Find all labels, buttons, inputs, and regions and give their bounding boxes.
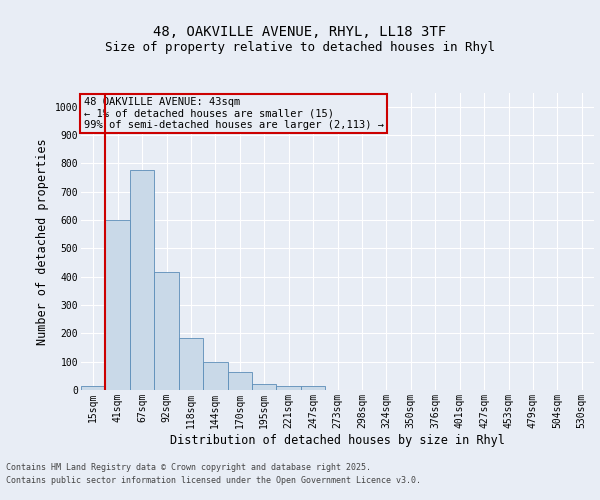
Bar xyxy=(277,386,301,390)
Bar xyxy=(227,372,252,390)
Bar xyxy=(130,170,154,390)
Y-axis label: Number of detached properties: Number of detached properties xyxy=(36,138,49,344)
Bar xyxy=(154,272,179,390)
X-axis label: Distribution of detached houses by size in Rhyl: Distribution of detached houses by size … xyxy=(170,434,505,446)
Bar xyxy=(203,362,227,390)
Bar xyxy=(81,386,106,390)
Bar xyxy=(179,338,203,390)
Text: Contains public sector information licensed under the Open Government Licence v3: Contains public sector information licen… xyxy=(6,476,421,485)
Text: Size of property relative to detached houses in Rhyl: Size of property relative to detached ho… xyxy=(105,41,495,54)
Bar xyxy=(106,220,130,390)
Bar xyxy=(252,384,277,390)
Bar xyxy=(301,386,325,390)
Text: 48, OAKVILLE AVENUE, RHYL, LL18 3TF: 48, OAKVILLE AVENUE, RHYL, LL18 3TF xyxy=(154,26,446,40)
Text: 48 OAKVILLE AVENUE: 43sqm
← 1% of detached houses are smaller (15)
99% of semi-d: 48 OAKVILLE AVENUE: 43sqm ← 1% of detach… xyxy=(83,97,383,130)
Text: Contains HM Land Registry data © Crown copyright and database right 2025.: Contains HM Land Registry data © Crown c… xyxy=(6,464,371,472)
